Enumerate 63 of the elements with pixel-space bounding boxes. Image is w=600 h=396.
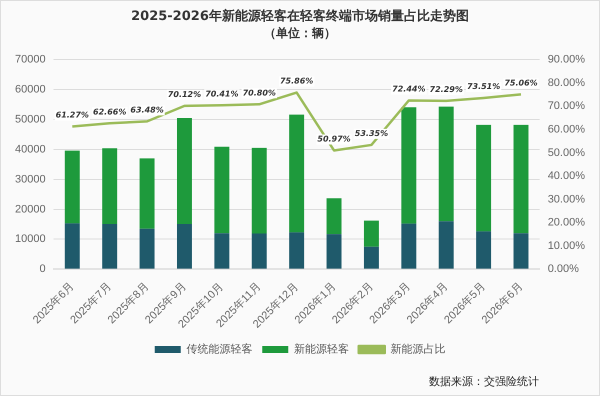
source-note: 数据来源：交强险统计 — [429, 374, 539, 389]
y-tick-label: 10000 — [14, 233, 46, 246]
legend-label: 新能源轻客 — [294, 342, 349, 356]
data-label: 61.27% — [56, 110, 89, 120]
y2-tick-label: 40.00% — [548, 170, 586, 182]
data-label: 63.48% — [130, 105, 164, 114]
chart-title: 2025-2026年新能源轻客在轻客终端市场销量占比走势图 — [130, 8, 470, 25]
data-label: 72.29% — [430, 84, 463, 94]
legend-label: 新能源占比 — [390, 342, 446, 356]
y-tick-label: 0 — [39, 263, 46, 276]
y2-tick-label: 80.00% — [548, 76, 586, 89]
bar — [438, 221, 454, 269]
bar — [102, 224, 118, 269]
y2-tick-label: 30.00% — [548, 193, 586, 206]
bar — [401, 224, 416, 269]
bar — [64, 223, 80, 269]
bar — [64, 150, 80, 224]
y2-tick-label: 90.00% — [548, 54, 586, 66]
data-label: 73.51% — [466, 82, 500, 92]
y-tick-label: 70000 — [14, 54, 46, 66]
y-tick-label: 60000 — [14, 84, 46, 96]
data-label: 70.80% — [242, 88, 276, 98]
y2-tick-label: 0.00% — [548, 263, 580, 276]
bar — [476, 231, 492, 269]
bar — [140, 158, 155, 229]
bar — [289, 114, 304, 232]
bar — [176, 118, 192, 224]
data-label: 70.12% — [168, 90, 202, 99]
bar — [438, 106, 454, 222]
y2-tick-label: 50.00% — [548, 146, 586, 159]
bar — [364, 220, 379, 247]
data-label: 72.44% — [392, 84, 426, 94]
data-label: 75.06% — [504, 78, 538, 88]
y-tick-label: 30000 — [14, 173, 46, 186]
y2-tick-label: 70.00% — [548, 100, 586, 112]
bar — [252, 234, 267, 269]
bar — [289, 232, 304, 269]
bar — [514, 124, 528, 234]
data-label: 75.86% — [280, 76, 314, 86]
bar — [364, 246, 379, 269]
bar — [401, 107, 416, 224]
bar — [176, 224, 192, 269]
y2-tick-label: 10.00% — [548, 240, 586, 252]
bar — [102, 148, 118, 224]
bar — [326, 198, 342, 234]
bar — [476, 124, 492, 232]
data-label: 50.97% — [317, 134, 351, 144]
data-label: 53.35% — [354, 129, 388, 138]
bar — [326, 234, 342, 269]
y2-tick-label: 20.00% — [548, 216, 586, 229]
legend-label: 传统能源轻客 — [186, 342, 252, 356]
chart-subtitle: （单位：辆） — [263, 25, 337, 42]
bar — [140, 228, 155, 269]
bar — [214, 146, 230, 234]
y2-tick-label: 60.00% — [548, 123, 586, 136]
y-tick-label: 40000 — [14, 143, 46, 156]
bar — [252, 148, 267, 234]
data-label: 70.41% — [205, 89, 239, 98]
y-tick-label: 50000 — [14, 114, 46, 126]
data-label: 62.66% — [93, 107, 126, 116]
bar — [214, 233, 230, 269]
y-tick-label: 20000 — [14, 203, 46, 216]
bar — [514, 233, 528, 269]
